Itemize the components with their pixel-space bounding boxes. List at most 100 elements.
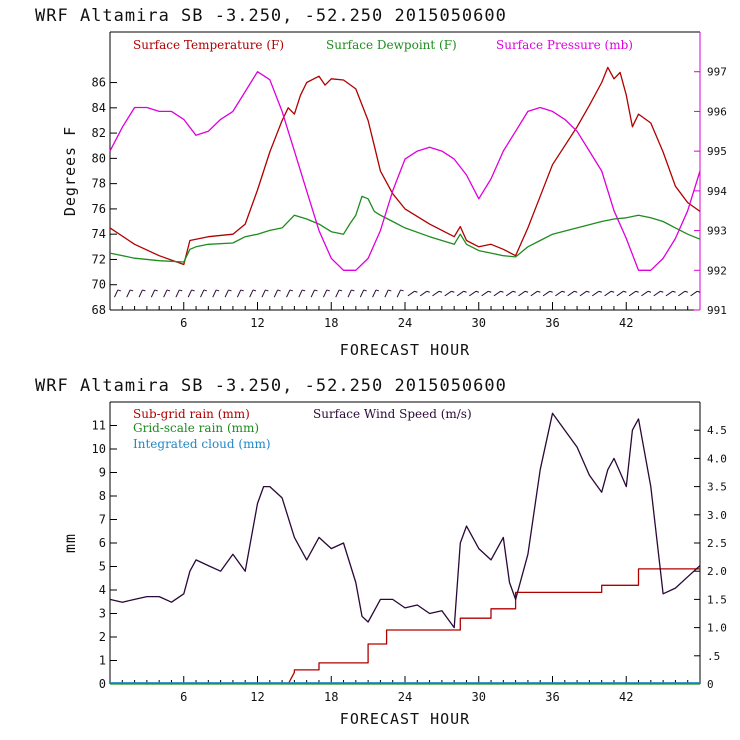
panel1-x-tick-label: 36 bbox=[545, 316, 559, 330]
panel1-y-tick-label: 70 bbox=[92, 278, 106, 292]
panel1-y2-tick-label: 994 bbox=[707, 185, 727, 198]
panel1-y2-tick-label: 995 bbox=[707, 145, 727, 158]
wind-barb-flag bbox=[463, 290, 467, 293]
wind-barb-flag bbox=[414, 290, 418, 293]
panel1-y-tick-label: 80 bbox=[92, 151, 106, 165]
panel2-y-tick-label: 10 bbox=[92, 442, 106, 456]
wind-barb-flag bbox=[388, 289, 392, 292]
wind-barb bbox=[653, 290, 661, 297]
panel1-y2-tick-label: 991 bbox=[707, 304, 727, 317]
panel2-x-tick-label: 18 bbox=[324, 690, 338, 704]
panel1-legend-entry: Surface Temperature (F) bbox=[133, 38, 284, 52]
panel2-y2-tick-label: .5 bbox=[707, 650, 720, 663]
wind-barb-flag bbox=[635, 290, 639, 293]
panel1-y-tick-label: 76 bbox=[92, 202, 106, 216]
panel1-x-axis-label: FORECAST HOUR bbox=[340, 341, 470, 359]
wind-barb-flag bbox=[561, 290, 566, 293]
panel1-y2-tick-label: 997 bbox=[707, 66, 727, 79]
panel2-y2-tick-label: 1.0 bbox=[707, 622, 727, 635]
panel1-y-tick-label: 86 bbox=[92, 76, 106, 90]
wind-barb bbox=[591, 290, 600, 297]
panel2-x-tick-label: 42 bbox=[619, 690, 633, 704]
wind-barb bbox=[665, 290, 673, 297]
wind-barb-flag bbox=[684, 290, 688, 293]
wind-barb-flag bbox=[117, 289, 121, 292]
wind-barb bbox=[628, 290, 636, 297]
wind-barb bbox=[126, 289, 131, 298]
wind-barb-flag bbox=[363, 289, 367, 292]
wind-barb bbox=[469, 290, 477, 297]
panel1-legend-entry: Surface Dewpoint (F) bbox=[326, 38, 457, 52]
panel1-x-tick-label: 6 bbox=[180, 316, 187, 330]
panel2-y-tick-label: 8 bbox=[99, 489, 106, 503]
panel1-series-line bbox=[109, 195, 701, 263]
panel1-x-tick-label: 18 bbox=[324, 316, 338, 330]
panel2-y2-tick-label: 0 bbox=[707, 678, 714, 691]
wind-barb-flag bbox=[216, 289, 220, 292]
panel2-legend-entry: Grid-scale rain (mm) bbox=[133, 421, 259, 435]
wind-barb-flag bbox=[338, 289, 343, 292]
wind-barb bbox=[419, 290, 428, 297]
wind-barb bbox=[335, 289, 340, 298]
panel2-y-tick-label: 5 bbox=[99, 560, 106, 574]
panel2-x-tick-label: 30 bbox=[472, 690, 486, 704]
wind-barb bbox=[690, 290, 698, 297]
panel1-title: WRF Altamira SB -3.250, -52.250 20150506… bbox=[35, 6, 507, 26]
wind-barb bbox=[456, 290, 464, 297]
wind-barb-flag bbox=[400, 289, 404, 292]
panel1-y-tick-label: 72 bbox=[92, 252, 106, 266]
wind-barb-flag bbox=[228, 289, 232, 292]
wind-barb bbox=[604, 290, 612, 297]
wind-barb bbox=[322, 289, 328, 298]
panel1-y-axis-label: Degrees F bbox=[61, 126, 79, 216]
panel1-y-tick-label: 68 bbox=[92, 303, 106, 317]
wind-barb bbox=[493, 290, 501, 297]
panel2-y-tick-label: 11 bbox=[92, 419, 106, 433]
wind-barb-flag bbox=[166, 289, 171, 292]
panel2-y2-tick-label: 2.0 bbox=[707, 565, 727, 578]
panel2-y2-tick-label: 4.0 bbox=[707, 452, 727, 465]
wind-barb bbox=[212, 289, 217, 298]
wind-barb bbox=[310, 289, 315, 298]
wind-barb bbox=[444, 290, 452, 297]
wind-barb bbox=[236, 289, 242, 298]
panel2-y2-tick-label: 3.5 bbox=[707, 481, 727, 494]
panel2-legend-entry: Integrated cloud (mm) bbox=[133, 437, 271, 451]
wind-barb-flag bbox=[488, 290, 492, 293]
wind-barb bbox=[359, 289, 365, 298]
panel1-y2-tick-label: 992 bbox=[707, 264, 727, 277]
wind-barb-flag bbox=[129, 289, 134, 292]
wind-barb bbox=[505, 290, 514, 297]
panel2-y-tick-label: 1 bbox=[99, 654, 106, 668]
wind-barb bbox=[567, 290, 575, 297]
wind-barb-flag bbox=[586, 290, 590, 293]
wind-barb-flag bbox=[375, 289, 380, 292]
wind-barb bbox=[286, 289, 291, 298]
wind-barb-flag bbox=[179, 289, 183, 292]
panel2-y-axis-label: mm bbox=[61, 533, 79, 553]
wind-barb bbox=[298, 289, 303, 298]
wind-barb-flag bbox=[240, 289, 244, 292]
wind-barb bbox=[187, 289, 193, 298]
panel1-x-tick-label: 30 bbox=[472, 316, 486, 330]
panel2-y2-tick-label: 4.5 bbox=[707, 424, 727, 437]
wind-barb-flag bbox=[154, 289, 158, 292]
panel1-y2-tick-label: 993 bbox=[707, 225, 727, 238]
panel2-legend-entry: Sub-grid rain (mm) bbox=[133, 407, 250, 421]
wind-barb bbox=[616, 290, 624, 297]
wind-barb bbox=[518, 290, 526, 297]
wind-barb bbox=[641, 290, 649, 297]
wind-barb-flag bbox=[451, 290, 455, 293]
panel2-y2-tick-label: 3.0 bbox=[707, 509, 727, 522]
panel2-x-axis-label: FORECAST HOUR bbox=[340, 710, 470, 728]
panel2-y-tick-label: 6 bbox=[99, 536, 106, 550]
wind-barb bbox=[273, 289, 279, 298]
panel2-y-tick-label: 4 bbox=[99, 583, 106, 597]
wind-barb bbox=[384, 289, 389, 298]
panel2-y-tick-label: 7 bbox=[99, 513, 106, 527]
wind-barb bbox=[677, 290, 686, 297]
panel2-y-tick-label: 9 bbox=[99, 466, 106, 480]
wind-barb-flag bbox=[549, 290, 553, 293]
wind-barb-flag bbox=[500, 290, 504, 293]
